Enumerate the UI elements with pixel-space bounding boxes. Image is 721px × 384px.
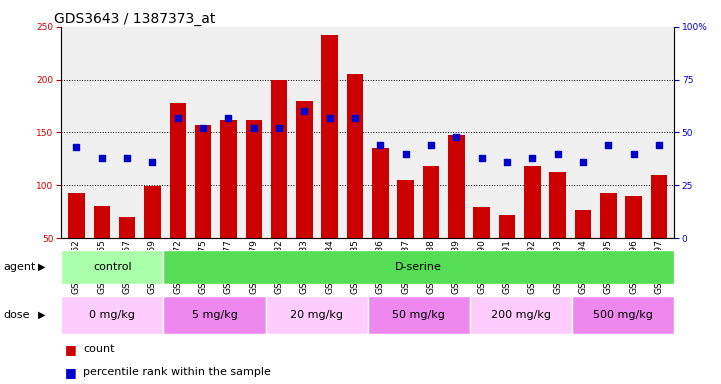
Point: [298, 108, 310, 114]
Bar: [246, 120, 262, 291]
Bar: [625, 196, 642, 291]
Text: ▶: ▶: [37, 262, 45, 272]
Text: control: control: [93, 262, 132, 272]
Text: 50 mg/kg: 50 mg/kg: [392, 310, 446, 320]
Bar: [448, 135, 464, 291]
Bar: [271, 79, 287, 291]
Text: count: count: [83, 344, 115, 354]
Point: [172, 114, 184, 121]
Bar: [575, 210, 591, 291]
Point: [425, 142, 437, 148]
Point: [552, 151, 563, 157]
Point: [653, 142, 665, 148]
Bar: [164, 296, 265, 334]
Point: [603, 142, 614, 148]
Bar: [322, 35, 338, 291]
Point: [71, 144, 82, 150]
Point: [476, 155, 487, 161]
Bar: [600, 193, 616, 291]
Text: ■: ■: [65, 343, 76, 356]
Text: 0 mg/kg: 0 mg/kg: [89, 310, 136, 320]
Bar: [296, 101, 313, 291]
Text: D-serine: D-serine: [395, 262, 442, 272]
Bar: [265, 296, 368, 334]
Bar: [144, 186, 161, 291]
Point: [273, 125, 285, 131]
Point: [146, 159, 158, 165]
Text: percentile rank within the sample: percentile rank within the sample: [83, 367, 271, 377]
Bar: [368, 296, 470, 334]
Bar: [397, 180, 414, 291]
Point: [121, 155, 133, 161]
Point: [501, 159, 513, 165]
Text: GDS3643 / 1387373_at: GDS3643 / 1387373_at: [54, 12, 216, 25]
Bar: [651, 175, 667, 291]
Text: 20 mg/kg: 20 mg/kg: [290, 310, 343, 320]
Point: [628, 151, 640, 157]
Bar: [372, 148, 389, 291]
Point: [248, 125, 260, 131]
Bar: [61, 250, 164, 284]
Bar: [195, 125, 211, 291]
Point: [96, 155, 107, 161]
Text: ■: ■: [65, 366, 76, 379]
Point: [451, 134, 462, 140]
Bar: [499, 215, 516, 291]
Point: [375, 142, 386, 148]
Bar: [347, 74, 363, 291]
Point: [223, 114, 234, 121]
Bar: [61, 296, 164, 334]
Bar: [524, 166, 541, 291]
Bar: [572, 296, 674, 334]
Bar: [119, 217, 136, 291]
Text: 200 mg/kg: 200 mg/kg: [491, 310, 551, 320]
Bar: [549, 172, 566, 291]
Bar: [94, 207, 110, 291]
Bar: [68, 193, 84, 291]
Bar: [470, 296, 572, 334]
Text: 5 mg/kg: 5 mg/kg: [192, 310, 237, 320]
Point: [198, 125, 209, 131]
Bar: [164, 250, 674, 284]
Text: dose: dose: [4, 310, 30, 320]
Point: [324, 114, 335, 121]
Point: [578, 159, 589, 165]
Point: [400, 151, 412, 157]
Bar: [220, 120, 236, 291]
Bar: [169, 103, 186, 291]
Text: 500 mg/kg: 500 mg/kg: [593, 310, 653, 320]
Bar: [474, 207, 490, 291]
Text: agent: agent: [4, 262, 36, 272]
Text: ▶: ▶: [37, 310, 45, 320]
Bar: [423, 166, 439, 291]
Point: [349, 114, 360, 121]
Point: [526, 155, 538, 161]
